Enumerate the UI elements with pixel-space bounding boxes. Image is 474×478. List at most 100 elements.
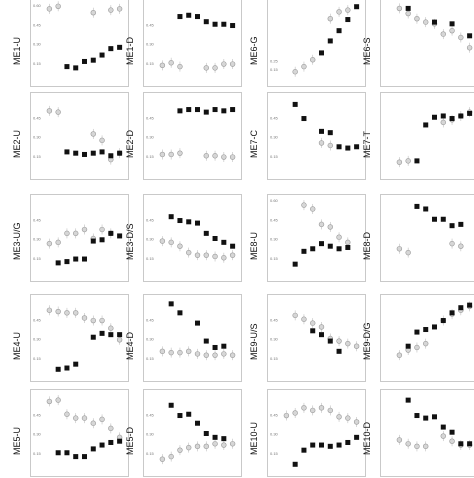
data-point-gray: [318, 140, 325, 146]
data-point-gray: [336, 9, 342, 15]
data-point-gray: [318, 221, 325, 228]
data-point-black: [310, 328, 316, 334]
panel-me8-d: [380, 194, 474, 282]
data-point-black: [64, 64, 70, 70]
data-point-black: [90, 238, 96, 244]
data-point-black: [99, 442, 105, 448]
panel-me8-u: 0.60 0.45 0.30 0.15: [267, 194, 366, 282]
data-point-gray: [327, 224, 333, 230]
data-point-gray: [301, 316, 307, 322]
data-point-gray: [396, 246, 403, 252]
data-point-gray: [405, 158, 411, 164]
scatter-plot: [396, 203, 464, 258]
data-point-black: [423, 415, 429, 421]
data-point-black: [319, 50, 324, 56]
y-tick-label: 0.25: [270, 59, 279, 64]
data-point-black: [414, 203, 420, 209]
y-tick-label: 0.15: [270, 451, 279, 456]
data-point-gray: [327, 407, 333, 414]
panel-label: ME10-D: [362, 421, 372, 455]
data-point-black: [440, 113, 446, 119]
data-point-black: [345, 17, 351, 23]
data-point-gray: [229, 352, 236, 358]
y-tick-label: 0.45: [270, 317, 279, 322]
data-point-gray: [345, 340, 351, 347]
y-tick-label: 0.45: [33, 217, 42, 222]
data-point-gray: [159, 456, 166, 462]
data-point-black: [432, 414, 437, 420]
scatter-plot: 0.60 0.45 0.30 0.15: [270, 198, 351, 267]
y-tick-label: 0.15: [270, 67, 279, 72]
panel-label: ME4-U: [12, 331, 22, 360]
data-point-gray: [177, 447, 183, 453]
y-tick-label: 0.30: [33, 135, 42, 140]
data-point-black: [414, 413, 420, 419]
data-point-gray: [203, 153, 209, 159]
y-tick-label: 0.15: [33, 451, 42, 456]
data-point-gray: [212, 153, 218, 159]
data-point-black: [458, 113, 464, 119]
data-point-black: [405, 343, 411, 349]
data-point-gray: [229, 154, 236, 160]
data-point-gray: [405, 10, 411, 17]
data-point-black: [64, 365, 70, 371]
data-point-gray: [73, 415, 79, 421]
data-point-gray: [458, 243, 464, 249]
data-point-gray: [229, 441, 236, 447]
data-point-gray: [73, 310, 79, 316]
data-point-black: [354, 144, 360, 150]
data-point-black: [168, 214, 174, 220]
panel-label: ME10-U: [249, 421, 259, 455]
data-point-black: [327, 243, 333, 249]
data-point-gray: [336, 234, 342, 240]
data-point-gray: [345, 415, 351, 421]
panel-me10-d: [380, 389, 474, 477]
data-point-black: [55, 366, 61, 372]
data-point-black: [55, 260, 61, 266]
panel-label: ME1-D: [125, 36, 135, 65]
y-tick-label: 0.45: [146, 115, 155, 120]
data-point-gray: [405, 441, 411, 447]
data-point-gray: [221, 351, 227, 357]
y-tick-label: 0.15: [33, 61, 42, 66]
y-tick-label: 0.15: [270, 256, 279, 261]
data-point-gray: [90, 317, 96, 324]
scatter-plot: [396, 301, 473, 361]
data-point-gray: [168, 60, 174, 66]
data-point-black: [354, 434, 360, 440]
data-point-black: [177, 14, 183, 20]
data-point-black: [405, 397, 411, 403]
data-point-black: [212, 434, 218, 440]
data-point-black: [108, 153, 114, 159]
data-point-gray: [55, 109, 61, 115]
data-point-black: [327, 130, 333, 136]
data-point-gray: [310, 407, 316, 414]
data-point-black: [319, 241, 324, 247]
panel-me5-d: 0.45 0.30 0.15: [143, 389, 242, 477]
data-point-gray: [336, 338, 342, 344]
y-tick-label: 0.15: [33, 154, 42, 159]
data-point-gray: [108, 425, 114, 432]
data-point-black: [99, 52, 105, 58]
data-point-gray: [212, 441, 218, 447]
data-point-gray: [212, 253, 218, 260]
data-point-gray: [90, 420, 96, 426]
scatter-plot: 0.45 0.30 0.15: [33, 105, 123, 165]
data-point-black: [230, 23, 236, 29]
data-point-gray: [318, 324, 325, 330]
data-point-black: [327, 38, 333, 44]
panel-label: ME3-D/S: [125, 223, 135, 260]
data-point-black: [221, 239, 227, 245]
data-point-black: [73, 454, 79, 460]
y-tick-label: 0.15: [270, 154, 279, 159]
data-point-black: [319, 332, 324, 338]
y-tick-label: 0.15: [33, 256, 42, 261]
panel-me1-d: 0.45 0.30 0.15: [143, 0, 242, 87]
panel-me3-u-g: 0.45 0.30 0.15: [30, 194, 129, 282]
y-tick-label: 0.60: [270, 198, 279, 203]
data-point-gray: [99, 137, 105, 144]
y-tick-label: 0.30: [33, 42, 42, 47]
scatter-plot: [396, 107, 473, 168]
data-point-gray: [310, 206, 316, 212]
data-point-gray: [229, 252, 236, 258]
